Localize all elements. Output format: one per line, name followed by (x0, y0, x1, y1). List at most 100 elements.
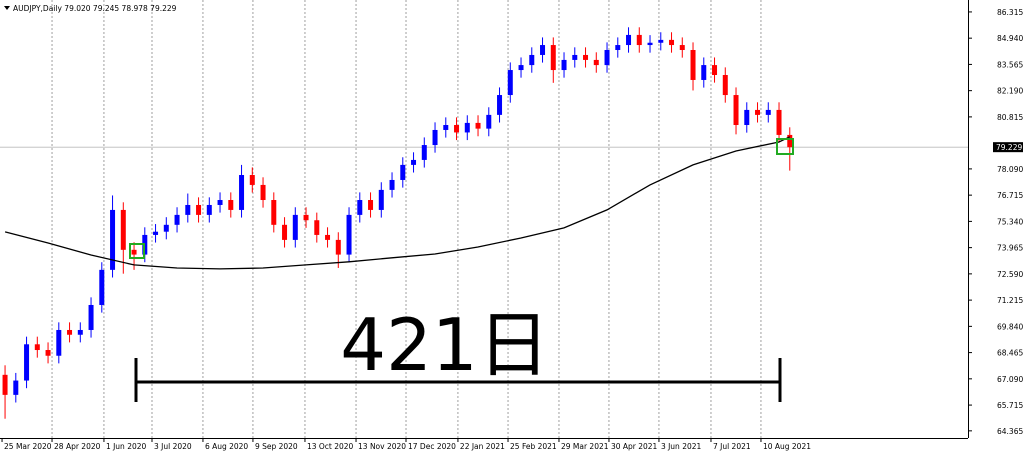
y-tick-label: 68.465 (997, 349, 1023, 358)
y-tick-label: 84.940 (997, 34, 1023, 43)
y-tick-label: 80.815 (997, 113, 1023, 122)
candle-body (325, 234, 331, 240)
candle-body (561, 59, 567, 71)
candle-body (346, 214, 352, 255)
candle-body (411, 159, 417, 165)
candle-body (507, 70, 513, 96)
candle-body (744, 109, 750, 126)
candle-body (110, 209, 116, 270)
candle-body (400, 164, 406, 180)
candle-body (13, 380, 19, 395)
moving-average (4, 136, 791, 270)
marker-box (129, 243, 145, 259)
candle-body (249, 175, 255, 185)
candle-body (454, 125, 460, 133)
candle-body (217, 200, 223, 205)
marker-box (776, 138, 794, 155)
y-tick-label: 71.215 (997, 296, 1023, 305)
candle-body (88, 304, 94, 330)
candle-body (282, 224, 288, 240)
candle-body (120, 209, 126, 250)
x-tick-label: 3 Jun 2021 (661, 442, 702, 451)
candle-body (550, 45, 556, 71)
candle-body (185, 204, 191, 215)
y-tick-label: 69.840 (997, 322, 1023, 331)
y-tick-label: 72.590 (997, 270, 1023, 279)
candle-body (787, 134, 793, 148)
candle-body (636, 34, 642, 46)
candle-body (239, 175, 245, 210)
current-price-label: 79.229 (996, 143, 1022, 152)
candle-body (658, 39, 664, 43)
x-tick-label: 25 Mar 2020 (4, 442, 52, 451)
candle-body (45, 350, 51, 356)
candle-body (24, 344, 30, 381)
candle-body (690, 50, 696, 80)
candle-body (604, 50, 610, 66)
candle-body (99, 269, 105, 305)
candle-body (615, 45, 621, 51)
span-label: 421日 (340, 303, 549, 387)
candle-body (174, 214, 180, 225)
candle-body (260, 184, 266, 201)
candle-body (389, 179, 395, 190)
candle-body (518, 65, 524, 71)
x-tick-label: 10 Aug 2021 (763, 442, 811, 451)
candle-body (529, 54, 535, 66)
y-tick-label: 83.565 (997, 60, 1023, 69)
y-tick-label: 64.365 (997, 427, 1023, 436)
candle-body (34, 344, 40, 351)
candle-body (378, 189, 384, 210)
plot: 421日 (0, 0, 968, 438)
candle-body (357, 200, 363, 215)
candle-body (421, 145, 427, 160)
candle-body (755, 109, 761, 115)
x-tick-label: 29 Mar 2021 (561, 442, 609, 451)
candle-body (669, 39, 675, 46)
candle-body (292, 214, 298, 240)
y-tick-label: 76.715 (997, 191, 1023, 200)
candle-body (163, 224, 169, 232)
menu-arrow[interactable] (4, 6, 10, 10)
candle-body (303, 214, 309, 221)
candle-body (443, 125, 449, 130)
candle-body (712, 65, 718, 76)
candle-body (131, 249, 137, 255)
x-tick-label: 7 Jul 2021 (713, 442, 751, 451)
candle-body (540, 45, 546, 55)
candle-body (56, 329, 62, 356)
candle-body (701, 65, 707, 80)
candle-body (647, 42, 653, 46)
candle-body (196, 204, 202, 215)
x-tick-label: 22 Jan 2021 (460, 442, 505, 451)
candle-body (733, 95, 739, 126)
candle-body (765, 109, 771, 115)
x-tick-label: 25 Feb 2021 (510, 442, 557, 451)
candle-body (206, 204, 212, 215)
candle-body (475, 122, 481, 129)
y-tick-label: 75.340 (997, 217, 1023, 226)
x-tick-label: 30 Apr 2021 (611, 442, 658, 451)
x-tick-label: 13 Oct 2020 (307, 442, 354, 451)
candle-body (368, 200, 374, 210)
y-tick-label: 65.715 (997, 401, 1023, 410)
candle-body (679, 45, 685, 51)
candle-body (722, 75, 728, 96)
candle-body (314, 220, 320, 235)
y-tick-label: 86.315 (997, 8, 1023, 17)
candle-body (271, 200, 277, 225)
y-tick-label: 73.965 (997, 244, 1023, 253)
candle-body (77, 329, 83, 335)
current-price-box (993, 142, 1023, 153)
candle-body (583, 54, 589, 60)
y-tick-label: 78.090 (997, 165, 1023, 174)
x-tick-label: 13 Nov 2020 (358, 442, 406, 451)
candle-body (432, 129, 438, 146)
x-tick-label: 1 Jun 2020 (106, 442, 147, 451)
chart-title: AUDJPY,Daily 79.020 79.245 78.978 79.229 (13, 4, 177, 13)
candle-body (497, 95, 503, 115)
x-tick-label: 6 Aug 2020 (205, 442, 248, 451)
candle-body (776, 109, 782, 135)
candle-body (153, 231, 159, 235)
